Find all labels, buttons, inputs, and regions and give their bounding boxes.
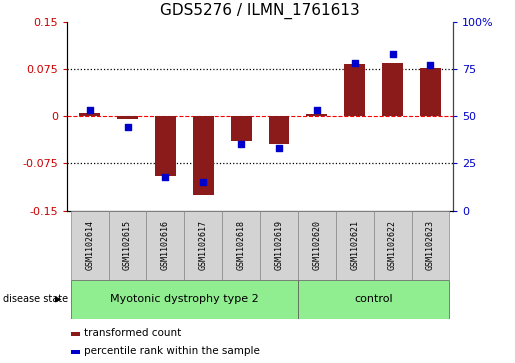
FancyBboxPatch shape [109,211,146,280]
Text: GSM1102619: GSM1102619 [274,220,284,270]
Text: GSM1102621: GSM1102621 [350,220,359,270]
Point [313,107,321,113]
Point [275,145,283,151]
Bar [306,114,328,116]
FancyBboxPatch shape [374,211,411,280]
FancyBboxPatch shape [336,211,374,280]
FancyBboxPatch shape [222,211,260,280]
Bar [420,68,441,116]
FancyBboxPatch shape [146,211,184,280]
FancyBboxPatch shape [71,280,298,319]
Bar [71,350,80,354]
Text: GSM1102620: GSM1102620 [313,220,321,270]
Point [388,51,397,57]
Bar [269,116,289,144]
Text: GSM1102622: GSM1102622 [388,220,397,270]
FancyBboxPatch shape [260,211,298,280]
Text: control: control [354,294,393,305]
Text: GSM1102616: GSM1102616 [161,220,170,270]
Text: GSM1102617: GSM1102617 [199,220,208,270]
FancyBboxPatch shape [298,280,450,319]
Text: Myotonic dystrophy type 2: Myotonic dystrophy type 2 [110,294,259,305]
Bar [345,64,365,116]
Title: GDS5276 / ILMN_1761613: GDS5276 / ILMN_1761613 [160,3,360,19]
FancyBboxPatch shape [71,211,109,280]
Text: GSM1102623: GSM1102623 [426,220,435,270]
Point [85,107,94,113]
Text: disease state: disease state [3,294,67,305]
Text: GSM1102618: GSM1102618 [236,220,246,270]
Bar [117,116,138,119]
Point [124,125,132,130]
Bar [193,116,214,195]
FancyBboxPatch shape [184,211,222,280]
Text: GSM1102615: GSM1102615 [123,220,132,270]
Bar [71,332,80,336]
Bar [231,116,251,141]
Text: percentile rank within the sample: percentile rank within the sample [84,346,260,356]
Bar [79,113,100,116]
Text: GSM1102614: GSM1102614 [85,220,94,270]
Point [351,60,359,66]
Text: transformed count: transformed count [84,327,182,338]
Bar [382,63,403,116]
Point [237,142,245,147]
FancyBboxPatch shape [298,211,336,280]
FancyBboxPatch shape [411,211,450,280]
Point [426,62,435,68]
Point [161,174,169,179]
Bar [155,116,176,176]
Point [199,179,208,185]
